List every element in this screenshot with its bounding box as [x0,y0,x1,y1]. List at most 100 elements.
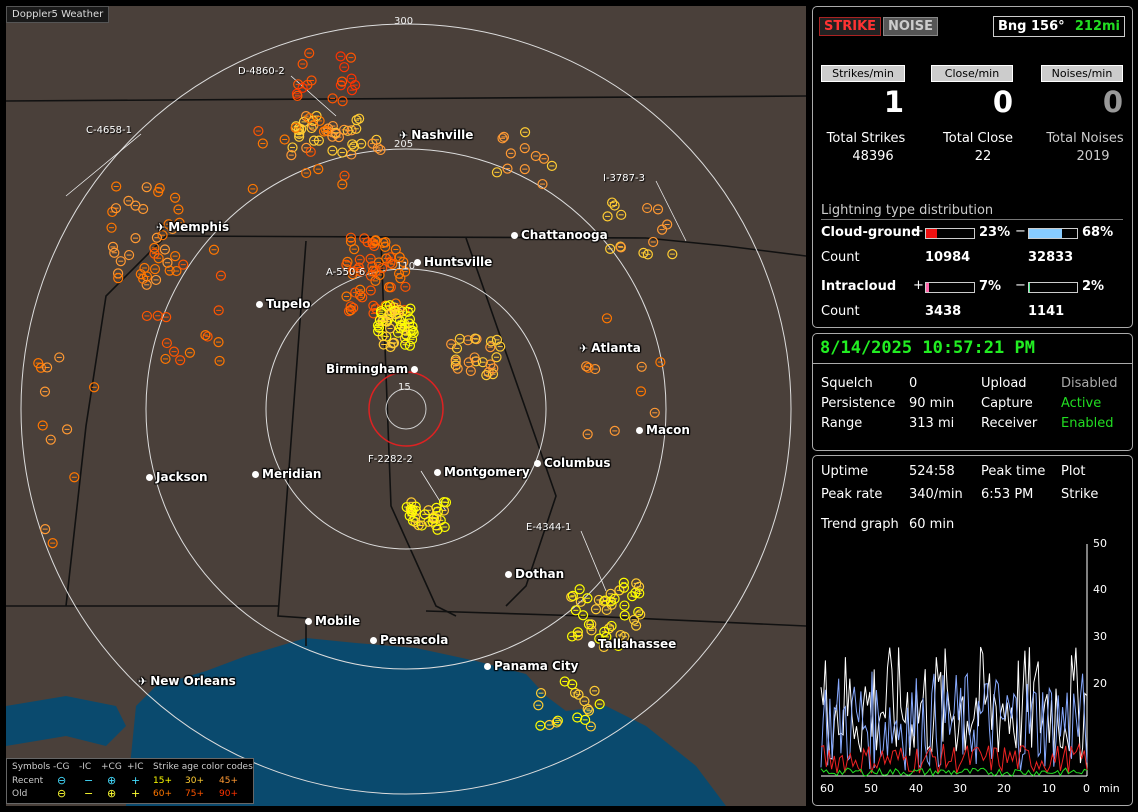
recent-pos-cg-icon: ⊕ [107,774,117,787]
close-per-min-button[interactable]: Close/min [931,65,1013,82]
strike-marker [488,363,499,374]
strike-marker [438,496,450,508]
storm-cell-label[interactable]: A-550-6 [326,267,366,278]
city-montgomery[interactable]: Montgomery [434,465,530,479]
strike-marker [567,679,578,690]
strike-marker [330,128,341,139]
strike-marker [347,269,358,280]
city-tupelo[interactable]: Tupelo [256,297,311,311]
strike-marker [628,614,640,625]
capture-value[interactable]: Active [1061,396,1102,411]
noise-mode-button[interactable]: NOISE [883,17,939,36]
city-new-orleans[interactable]: ✈ New Orleans [138,674,236,688]
receiver-label: Receiver [981,416,1038,431]
trend-x-tick: 50 [864,782,878,795]
strike-marker [619,610,630,621]
strike-marker [533,700,544,711]
city-huntsville[interactable]: Huntsville [414,255,492,269]
strike-marker [341,259,352,270]
noises-per-min-button[interactable]: Noises/min [1041,65,1123,82]
recent-neg-cg-icon: ⊖ [57,774,67,787]
strike-marker [485,342,496,353]
peak-rate-label: Peak rate [821,487,883,502]
upload-value[interactable]: Disabled [1061,376,1118,391]
city-tallahassee[interactable]: Tallahassee [588,637,676,651]
strike-marker [635,609,646,620]
strike-marker [345,236,357,247]
trend-graph-label: Trend graph [821,517,899,532]
storm-cell-label[interactable]: D-4860-2 [238,66,285,77]
receiver-value[interactable]: Enabled [1061,416,1114,431]
cg-neg-sign: − [1015,224,1026,239]
strike-marker [350,287,361,298]
city-chattanooga[interactable]: Chattanooga [511,228,608,242]
strikes-per-min-button[interactable]: Strikes/min [821,65,905,82]
legend-header: -IC [79,762,92,772]
strike-marker [138,273,149,284]
city-birmingham[interactable]: Birmingham [326,362,421,376]
ring-label-205: 205 [394,139,414,150]
strike-marker [337,179,348,190]
strike-marker [619,600,630,611]
city-dot-icon [636,427,643,434]
strike-marker [141,182,152,193]
ring-label-110: 110 [396,261,416,272]
lightning-map[interactable]: Doppler5 Weather 300 205 110 15 ✈ Nashvil… [6,6,806,806]
plot-label: Plot [1061,464,1086,479]
city-dot-icon [434,469,441,476]
strike-marker [287,142,298,153]
city-meridian[interactable]: Meridian [252,467,321,481]
strike-marker [376,308,387,319]
cg-positive-count: 10984 [925,250,971,265]
city-columbus[interactable]: Columbus [534,456,611,470]
city-jackson[interactable]: Jackson [146,470,208,484]
city-macon[interactable]: Macon [636,423,690,437]
noises-rate-value: 0 [1102,85,1124,119]
strike-marker [306,122,317,134]
strike-marker [577,610,589,621]
city-pensacola[interactable]: Pensacola [370,633,448,647]
plot-value[interactable]: Strike [1061,487,1099,502]
total-close-label: Total Close [943,131,1013,146]
storm-cell-label[interactable]: E-4344-1 [526,522,572,533]
strike-marker [54,352,65,363]
city-atlanta[interactable]: ✈ Atlanta [579,341,641,355]
strike-mode-button[interactable]: STRIKE [819,17,882,36]
symbol-legend: Symbols -CG -IC +CG +IC Strike age color… [6,758,254,804]
strike-marker [109,247,120,258]
legend-age-label: Strike age color codes [153,762,253,772]
strike-marker [606,197,618,208]
city-memphis[interactable]: ✈ Memphis [156,220,230,234]
trend-graph-value[interactable]: 60 min [909,517,955,532]
strike-marker [615,629,626,641]
strike-marker [642,202,653,214]
city-dot-icon [305,618,312,625]
old-pos-cg-icon: ⊕ [107,787,117,800]
strike-marker [208,244,220,255]
city-mobile[interactable]: Mobile [305,614,360,628]
strike-marker [615,242,627,253]
storm-cell-label[interactable]: F-2282-2 [368,454,413,465]
city-dot-icon [256,301,263,308]
uptime-label: Uptime [821,464,869,479]
strike-marker [110,203,122,214]
ic-positive-bar-fill [926,283,930,292]
trend-trace [820,767,1088,777]
strike-marker [502,163,513,174]
storm-cell-label[interactable]: C-4658-1 [86,125,133,136]
storm-cell-label[interactable]: I-3787-3 [603,173,645,184]
strike-marker [616,209,627,220]
city-dothan[interactable]: Dothan [505,567,564,581]
city-nashville[interactable]: ✈ Nashville [399,128,474,142]
age-code-15: 15+ [153,776,172,786]
city-panama-city[interactable]: Panama City [484,659,578,673]
strike-marker [469,352,480,363]
strike-marker [306,75,317,86]
strike-marker [566,591,577,603]
strike-marker [613,640,624,652]
strike-marker [636,361,647,372]
close-rate-value: 0 [992,85,1014,119]
strike-marker [400,266,411,277]
strike-marker [367,238,378,249]
strike-marker [39,386,51,397]
